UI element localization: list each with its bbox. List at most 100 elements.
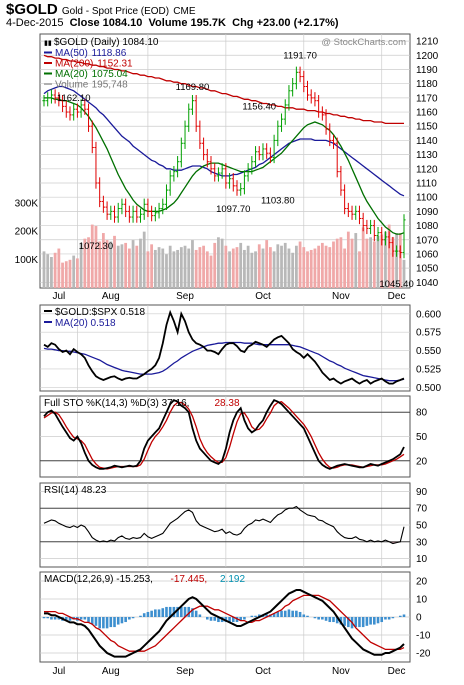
macd-histogram-bar xyxy=(257,614,261,617)
price-tick-label: 1210 xyxy=(416,37,439,48)
volume-bar xyxy=(369,237,372,288)
volume-bar xyxy=(161,248,165,288)
month-label: Jul xyxy=(52,291,65,302)
macd-histogram-bar xyxy=(191,608,194,617)
macd-histogram-bar xyxy=(46,617,50,619)
macd-histogram-bar xyxy=(53,617,57,620)
price-annotation: 1103.80 xyxy=(261,196,295,207)
price-legend-label-2: MA(20) xyxy=(55,69,88,80)
month-label: Oct xyxy=(255,291,271,302)
month-label: Aug xyxy=(102,291,120,302)
volume-bar xyxy=(350,238,354,288)
volume-bar xyxy=(231,248,235,288)
price-annotation: 1191.70 xyxy=(283,51,317,62)
macd-histogram-bar xyxy=(235,617,239,623)
volume-bar xyxy=(124,242,128,288)
volume-bar xyxy=(380,234,384,288)
volume-bar xyxy=(79,242,83,288)
volume-bar xyxy=(176,249,179,288)
bottom-month-label: Oct xyxy=(255,666,271,677)
volume-bar xyxy=(376,235,380,288)
macd-histogram-bar xyxy=(209,617,213,621)
price-legend-value-3: 195,748 xyxy=(92,80,129,91)
macd-histogram-bar xyxy=(150,610,153,617)
ratio-tick-label: 0.500 xyxy=(416,383,441,394)
macd-histogram-bar xyxy=(83,617,87,620)
macd-histogram-bar xyxy=(302,614,306,617)
macd-histogram-bar xyxy=(168,606,172,617)
macd-histogram-bar xyxy=(116,617,120,625)
volume-bar xyxy=(120,244,124,288)
price-tick-label: 1140 xyxy=(416,136,438,147)
macd-tick-label: 0 xyxy=(416,613,422,624)
rsi-tick-label: 50 xyxy=(416,521,428,532)
rsi-title: RSI(14) 48.23 xyxy=(44,485,107,496)
ratio-line xyxy=(43,309,405,385)
price-legend-value-0: 1118.86 xyxy=(92,48,127,59)
macd-histogram-bar xyxy=(254,615,257,617)
sto-tick-label: 80 xyxy=(416,408,428,419)
volume-bar xyxy=(228,251,231,288)
volume-bar xyxy=(46,254,50,288)
volume-bar xyxy=(150,244,154,288)
macd-histogram-bar xyxy=(250,615,254,617)
sto-k-line xyxy=(43,398,405,470)
rsi-tick-label: 30 xyxy=(416,537,428,548)
macd-histogram-bar xyxy=(176,606,179,617)
macd-histogram-bar xyxy=(87,617,90,623)
macd-histogram-bar xyxy=(172,606,176,617)
macd-histogram-bar xyxy=(217,617,220,623)
volume-bar xyxy=(332,241,335,288)
macd-histogram-bar xyxy=(109,617,113,628)
volume-bar xyxy=(294,245,298,288)
volume-bar xyxy=(113,235,116,288)
price-legend-label-0: MA(50) xyxy=(55,48,88,59)
price-tick-label: 1050 xyxy=(416,264,439,275)
volume-bar xyxy=(343,248,347,288)
price-annotation: 1162.10 xyxy=(57,93,91,104)
price-tick-label: 1090 xyxy=(416,207,439,218)
macd-histogram-bar xyxy=(291,610,294,617)
macd-histogram-bar xyxy=(90,617,94,625)
macd-signal-value: -17.445, xyxy=(171,574,208,585)
volume-bar xyxy=(320,242,324,288)
price-legend-label-1: MA(200) xyxy=(55,59,93,70)
volume-bar xyxy=(387,224,391,288)
volume-bar xyxy=(157,247,161,288)
volume-bar xyxy=(127,248,131,288)
price-title: $GOLD (Daily) 1084.10 xyxy=(54,37,159,48)
macd-histogram-bar xyxy=(402,614,406,617)
macd-histogram-bar xyxy=(365,617,369,626)
ma200-line xyxy=(43,54,404,125)
price-tick-label: 1040 xyxy=(416,278,439,289)
volume-bar xyxy=(324,245,328,288)
volume-bar xyxy=(339,237,343,288)
volume-bar xyxy=(187,248,191,288)
price-tick-label: 1170 xyxy=(416,93,438,104)
macd-histogram-bar xyxy=(358,617,361,628)
volume-bar xyxy=(101,233,105,288)
macd-histogram-bar xyxy=(387,617,391,620)
macd-histogram-bar xyxy=(187,606,191,617)
volume-bar xyxy=(250,252,254,288)
sto-d-value: 28.38 xyxy=(215,398,240,409)
macd-histogram-bar xyxy=(120,617,124,624)
macd-histogram-bar xyxy=(306,615,309,617)
rsi-oversold-fill xyxy=(390,541,395,544)
volume-bar xyxy=(354,233,358,288)
volume-bar xyxy=(142,231,146,288)
volume-bar xyxy=(235,247,239,288)
price-annotation: 1097.70 xyxy=(216,204,250,215)
price-tick-label: 1200 xyxy=(416,51,439,62)
macd-histogram-bar xyxy=(384,617,387,620)
ratio-tick-label: 0.550 xyxy=(416,346,441,357)
price-tick-label: 1100 xyxy=(416,193,438,204)
volume-bar xyxy=(53,252,57,288)
volume-bar xyxy=(217,237,220,288)
ratio-tick-label: 0.525 xyxy=(416,364,441,375)
macd-histogram-bar xyxy=(213,617,217,621)
macd-histogram-bar xyxy=(283,610,287,617)
macd-histogram-bar xyxy=(157,609,161,617)
volume-bar xyxy=(153,249,157,288)
macd-histogram-bar xyxy=(324,617,328,621)
